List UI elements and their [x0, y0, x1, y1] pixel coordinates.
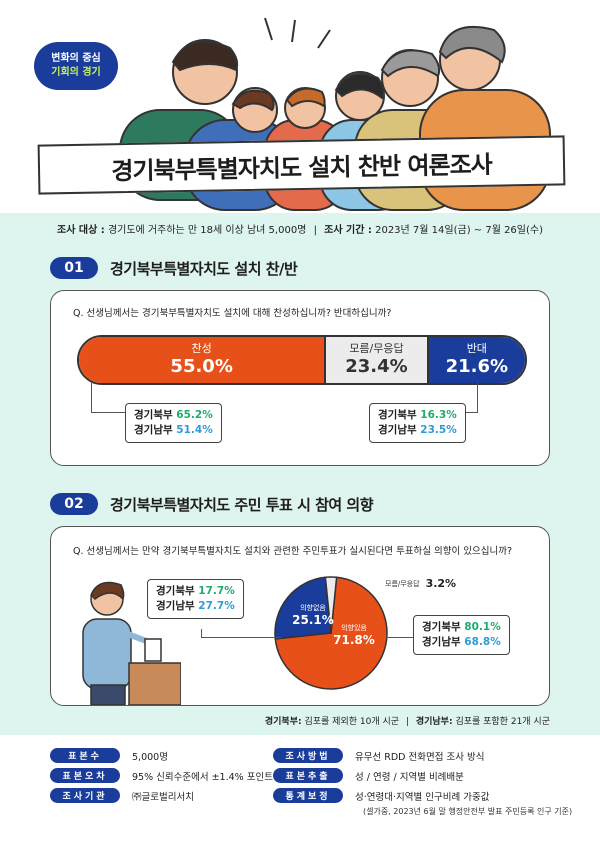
logo-line1: 변화의 중심	[51, 53, 101, 64]
bar-label-agree: 찬성	[191, 342, 212, 355]
bar-segment-oppose: 반대 21.6%	[428, 337, 525, 383]
region-footnote: 경기북부: 김포를 제외한 10개 시군 | 경기남부: 김포를 포함한 21개…	[265, 714, 550, 727]
voter-illustration	[82, 581, 181, 705]
meta-weighting-note: (셀가중, 2023년 6월 말 행정안전부 발표 주민등록 인구 기준)	[363, 807, 573, 816]
bar-value-unknown: 23.4%	[345, 356, 408, 377]
meta-row-method: 조사방법 유무선 RDD 전화면접 조사 방식	[273, 748, 484, 763]
section1-header: 01 경기북부특별자치도 설치 찬/반	[50, 257, 298, 279]
pie-label-unknown-group: 모름/무응답 3.2%	[385, 577, 456, 590]
agree-region-box: 경기북부 65.2% 경기남부 51.4%	[125, 403, 222, 443]
survey-period-label: 조사 기간 :	[324, 225, 372, 236]
meta-value-weighting: 성·연령대·지역별 인구비례 가중값	[355, 791, 490, 803]
connector-left-h	[91, 412, 125, 413]
footnote-north-value: 김포를 제외한 10개 시군	[304, 717, 400, 727]
agree-north-value: 65.2%	[176, 409, 213, 421]
agree-north-label: 경기북부	[134, 409, 173, 421]
yes-region-box: 경기북부 80.1% 경기남부 68.8%	[413, 615, 510, 655]
survey-target-label: 조사 대상 :	[57, 225, 105, 236]
pie-label-yes: 의향있음	[341, 624, 367, 632]
oppose-north-value: 16.3%	[420, 409, 457, 421]
section2-title: 경기북부특별자치도 주민 투표 시 참여 의향	[110, 495, 374, 514]
no-south-value: 27.7%	[198, 600, 235, 612]
pie-label-no: 의향없음	[300, 604, 326, 612]
section2-question: Q. 선생님께서는 만약 경기북부특별자치도 설치와 관련한 주민투표가 실시된…	[73, 546, 513, 557]
no-north-value: 17.7%	[198, 585, 235, 597]
bar-value-agree: 55.0%	[170, 356, 233, 377]
footnote-separator: |	[405, 717, 409, 727]
section1-question: Q. 선생님께서는 경기북부특별자치도 설치에 대해 찬성하십니까? 반대하십니…	[73, 308, 392, 319]
stacked-bar-chart: 찬성 55.0% 모름/무응답 23.4% 반대 21.6%	[77, 335, 527, 385]
footnote-north-label: 경기북부:	[264, 717, 302, 727]
meta-value-sample-size: 5,000명	[132, 751, 168, 763]
pie-label-unknown: 모름/무응답	[385, 579, 420, 588]
bar-label-unknown: 모름/무응답	[349, 342, 404, 355]
survey-info: 조사 대상 : 경기도에 거주하는 만 18세 이상 남녀 5,000명 | 조…	[0, 221, 600, 236]
yes-south-value: 68.8%	[464, 636, 501, 648]
connector-s2-left	[201, 629, 202, 637]
meta-row-margin: 표본오차 95% 신뢰수준에서 ±1.4% 포인트	[50, 768, 273, 783]
bar-segment-agree: 찬성 55.0%	[79, 337, 325, 383]
pie-label-yes-group: 의향있음 71.8%	[319, 623, 389, 647]
section1-card: Q. 선생님께서는 경기북부특별자치도 설치에 대해 찬성하십니까? 반대하십니…	[50, 290, 550, 466]
meta-row-agency: 조사기관 ㈜글로벌리서치	[50, 788, 194, 803]
oppose-south-value: 23.5%	[420, 424, 457, 436]
section2-number: 02	[50, 493, 98, 515]
meta-value-margin: 95% 신뢰수준에서 ±1.4% 포인트	[132, 771, 273, 783]
meta-row-weighting: 통계보정 성·연령대·지역별 인구비례 가중값	[273, 788, 489, 803]
meta-tag-weighting: 통계보정	[273, 788, 343, 803]
section1-number: 01	[50, 257, 98, 279]
bar-value-oppose: 21.6%	[445, 356, 509, 377]
pie-value-yes: 71.8%	[333, 633, 375, 647]
pie-slice-unknown	[324, 576, 338, 634]
section1-title: 경기북부특별자치도 설치 찬/반	[110, 259, 298, 278]
meta-tag-method: 조사방법	[273, 748, 343, 763]
oppose-region-box: 경기북부 16.3% 경기남부 23.5%	[369, 403, 466, 443]
pie-chart	[274, 576, 388, 690]
no-south-label: 경기남부	[156, 600, 195, 612]
no-north-label: 경기북부	[156, 585, 195, 597]
no-region-box: 경기북부 17.7% 경기남부 27.7%	[147, 579, 244, 619]
meta-row-sample-size: 표본수 5,000명	[50, 748, 168, 763]
connector-left	[91, 383, 92, 413]
survey-separator: |	[313, 225, 317, 236]
oppose-south-label: 경기남부	[378, 424, 417, 436]
survey-period-value: 2023년 7월 14일(금) ~ 7월 26일(수)	[375, 225, 543, 236]
section2-card: Q. 선생님께서는 만약 경기북부특별자치도 설치와 관련한 주민투표가 실시된…	[50, 526, 550, 706]
footnote-south-label: 경기남부:	[415, 717, 453, 727]
footnote-south-value: 김포를 포함한 21개 시군	[455, 717, 550, 727]
yes-south-label: 경기남부	[422, 636, 461, 648]
pie-value-no: 25.1%	[292, 613, 334, 627]
meta-value-agency: ㈜글로벌리서치	[132, 791, 194, 803]
connector-s2-right-h	[386, 637, 414, 638]
meta-row-sampling: 표본추출 성 / 연령 / 지역별 비례배분	[273, 768, 464, 783]
pie-slice-no	[274, 576, 332, 640]
agree-south-value: 51.4%	[176, 424, 213, 436]
section2-header: 02 경기북부특별자치도 주민 투표 시 참여 의향	[50, 493, 374, 515]
brand-logo: 변화의 중심 기회의 경기	[34, 42, 118, 90]
logo-line2: 기회의 경기	[51, 67, 101, 78]
meta-tag-agency: 조사기관	[50, 788, 120, 803]
meta-value-method: 유무선 RDD 전화면접 조사 방식	[355, 751, 485, 763]
connector-s2-left-h	[201, 637, 281, 638]
bar-segment-unknown: 모름/무응답 23.4%	[324, 337, 429, 383]
yes-north-value: 80.1%	[464, 621, 501, 633]
bar-label-oppose: 반대	[466, 342, 487, 355]
pie-label-no-group: 의향없음 25.1%	[287, 603, 339, 627]
page-title: 경기북부특별자치도 설치 찬반 여론조사	[37, 135, 566, 195]
meta-value-sampling: 성 / 연령 / 지역별 비례배분	[355, 771, 464, 783]
oppose-north-label: 경기북부	[378, 409, 417, 421]
agree-south-label: 경기남부	[134, 424, 173, 436]
hero-illustration: 변화의 중심 기회의 경기 경기북부특별자치도 설치 찬반 여론조사	[0, 0, 600, 215]
yes-north-label: 경기북부	[422, 621, 461, 633]
connector-right	[477, 383, 478, 413]
meta-tag-margin: 표본오차	[50, 768, 120, 783]
pie-value-unknown: 3.2%	[425, 577, 457, 590]
meta-tag-sample-size: 표본수	[50, 748, 120, 763]
survey-target-value: 경기도에 거주하는 만 18세 이상 남녀 5,000명	[107, 225, 307, 236]
meta-tag-sampling: 표본추출	[273, 768, 343, 783]
